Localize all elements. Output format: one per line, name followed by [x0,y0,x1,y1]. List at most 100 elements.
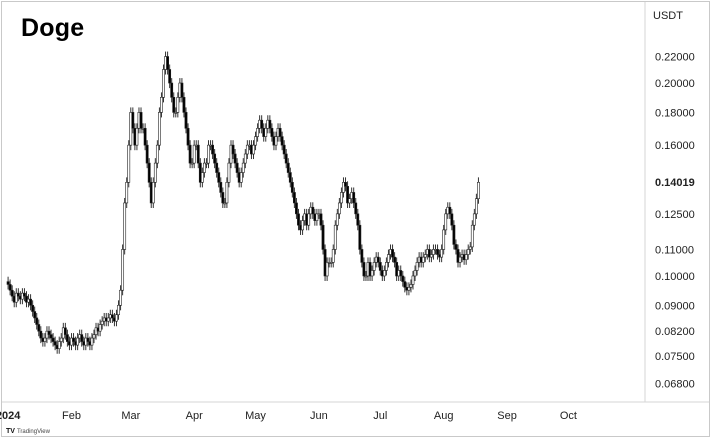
candle-up [477,182,480,199]
price-tick-label: 0.10000 [655,271,695,283]
candle-down [6,281,10,285]
candle-up [385,262,388,271]
candle-up [329,262,333,264]
candle-up [153,162,157,183]
candle-down [131,112,135,129]
candle-up [466,249,470,255]
candle-down [231,144,235,155]
candle-down [376,256,380,263]
candle-up [307,213,311,226]
price-tick-label: 0.08200 [655,326,695,338]
candle-up [342,182,345,193]
candle-up [340,192,343,204]
candle-down [288,172,292,183]
candle-up [160,97,163,113]
candle-down [80,334,84,342]
candle-up [174,112,178,114]
price-tick-label: 0.09000 [655,300,695,312]
candle-up [252,144,255,155]
candle-down [399,270,403,277]
candle-down [47,330,51,335]
candle-down [221,192,225,204]
candle-down [286,162,290,173]
candle-up [123,202,127,250]
candle-up [135,127,139,146]
candle-down [37,324,41,332]
price-axis: 0.22000 0.20000 0.18000 0.16000 0.14019 0.125… [650,52,708,390]
candle-up [129,112,133,146]
candle-up [474,198,478,215]
candle-up [337,202,341,215]
candle-down [368,262,372,277]
candle-up [239,172,243,183]
candle-down [391,249,394,258]
candle-up [325,262,329,277]
candle-up [59,337,63,342]
candle-down [39,330,43,339]
candle-down [186,127,190,146]
candle-down [311,206,315,215]
candle-up [440,249,444,258]
candle-down [51,337,55,342]
tradingview-logo-icon: TV [6,428,15,435]
candle-down [217,172,221,183]
candle-up [256,127,259,137]
candle-up [127,144,131,183]
price-tick-label: 0.20000 [655,78,695,90]
candle-down [319,213,323,226]
time-tick-label: Feb [62,410,81,422]
candle-up [223,202,227,205]
candle-up [387,254,390,263]
candle-down [31,304,35,312]
candle-down [297,213,300,226]
candle-down [292,192,296,204]
candle-down [393,256,396,263]
candle-up [158,112,161,146]
price-tick-label: 0.16000 [655,140,695,152]
candle-down [172,97,176,113]
candle-up [14,292,18,303]
candle-down [53,341,57,346]
candle-down [233,153,237,164]
candle-up [106,317,110,322]
candle-up [274,136,278,146]
candle-down [63,327,67,335]
candle-up [472,213,476,226]
candle-up [458,256,462,263]
current-price-badge [650,173,708,190]
time-tick-label: Mar [121,410,140,422]
time-tick-label: May [245,410,266,422]
candle-up [90,337,94,346]
candle-up [301,220,304,231]
candlestick-series [6,51,480,354]
candle-down [170,82,174,98]
candle-up [241,162,245,173]
candle-up [43,337,47,342]
candle-down [8,284,12,291]
time-tick-label: Aug [434,410,454,422]
candle-down [403,281,407,288]
time-tick-label: 2024 [0,410,21,422]
candle-up [203,162,206,173]
candle-down [321,224,325,250]
time-tick-label: Jul [373,410,387,422]
candle-up [364,275,368,278]
candle-up [192,144,196,164]
candle-down [356,213,360,226]
candle-down [344,182,347,187]
candle-up [225,182,229,204]
candle-up [76,337,80,346]
candle-down [436,249,439,255]
candle-down [290,182,294,193]
candle-down [395,262,399,277]
candle-up [162,69,165,98]
candle-down [211,144,214,155]
price-tick-label: 0.12500 [655,209,695,221]
candle-down [354,202,358,215]
candle-up [254,136,257,146]
candle-up [430,254,433,258]
candle-up [264,127,268,137]
candle-down [215,162,219,173]
